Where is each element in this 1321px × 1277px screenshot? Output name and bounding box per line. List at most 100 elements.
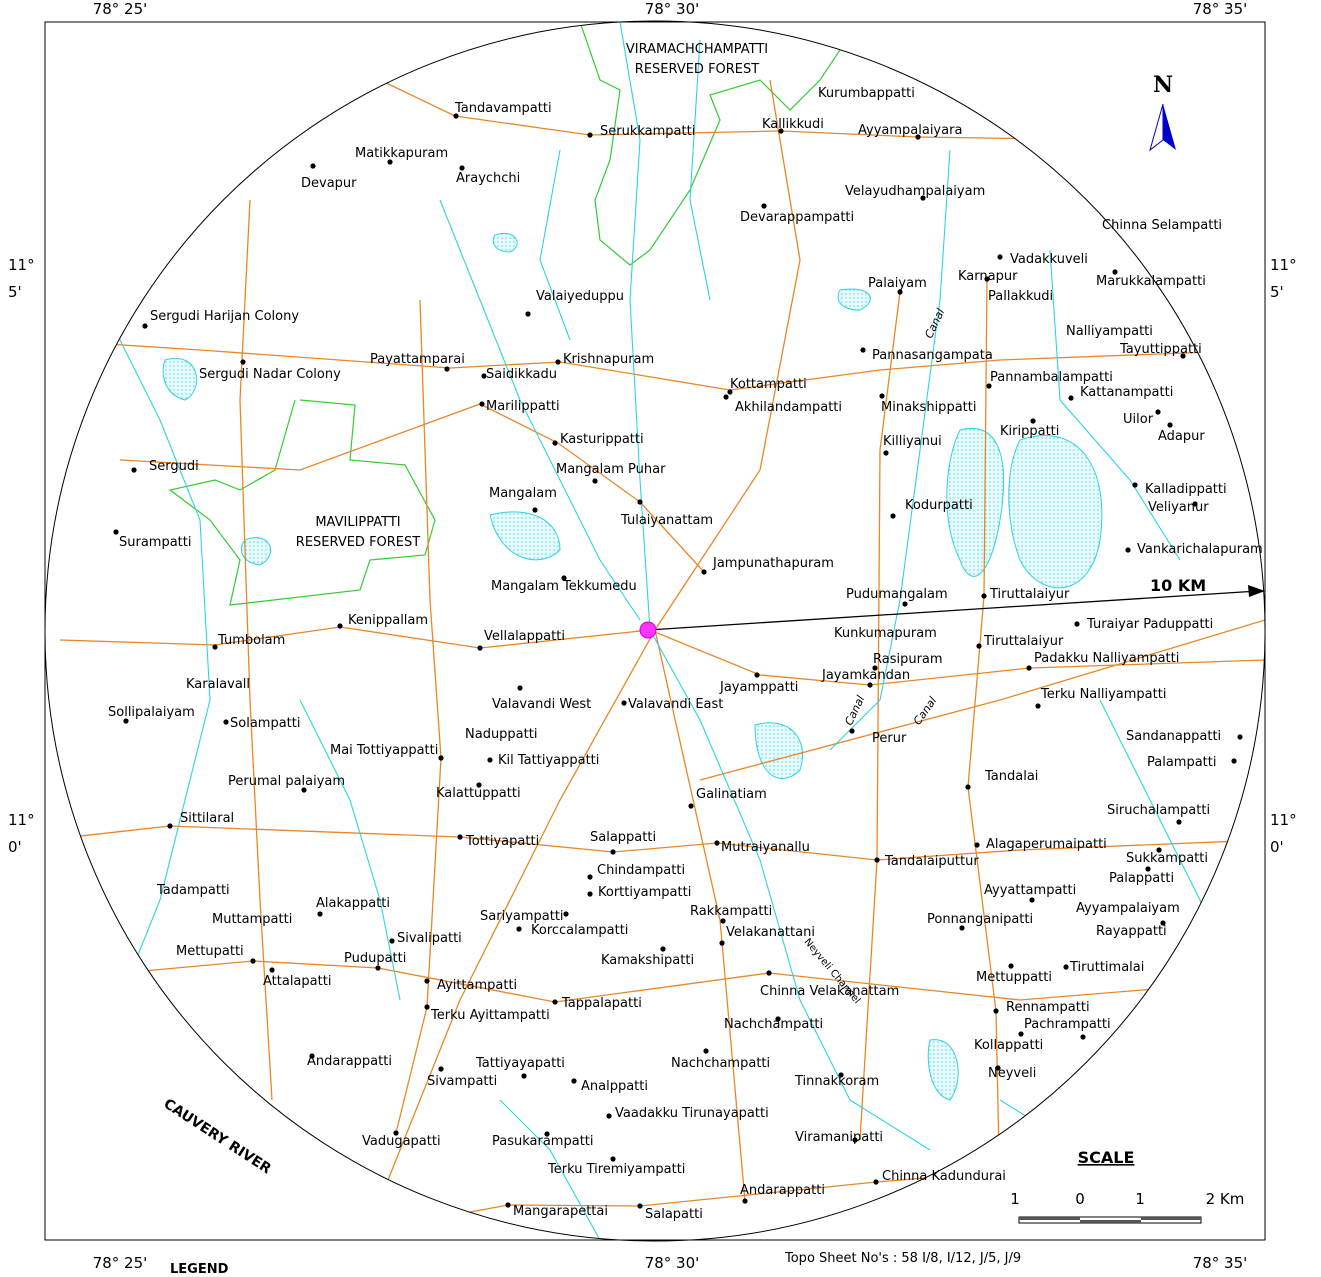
village-label: Rakkampatti bbox=[690, 904, 772, 919]
village-label: Andarappatti bbox=[740, 1183, 825, 1198]
village-dot bbox=[517, 685, 522, 690]
village-label: Pachrampatti bbox=[1024, 1017, 1111, 1032]
village-dot bbox=[1008, 963, 1013, 968]
village-label: Sivalipatti bbox=[397, 931, 462, 946]
village-label: Solampatti bbox=[230, 716, 300, 731]
grid-label: 11° bbox=[8, 256, 35, 274]
village-dot bbox=[1029, 897, 1034, 902]
village-dot bbox=[1237, 734, 1242, 739]
village-dot bbox=[1125, 547, 1130, 552]
village-dot bbox=[879, 393, 884, 398]
north-arrow bbox=[1150, 104, 1163, 150]
village-label: Ayyampalaiyam bbox=[1076, 901, 1180, 916]
village-dot bbox=[444, 366, 449, 371]
village-label: Turaiyar Paduppatti bbox=[1086, 617, 1213, 632]
village-label: Matikkapuram bbox=[355, 146, 448, 161]
village-label: Chinna Kadundurai bbox=[882, 1169, 1006, 1184]
village-label: Rayappatti bbox=[1096, 924, 1167, 939]
village-label: Tappalapatti bbox=[561, 996, 642, 1011]
village-label: Tiruttimalai bbox=[1069, 960, 1144, 975]
village-dot bbox=[477, 645, 482, 650]
village-label: Tinnakkoram bbox=[794, 1074, 879, 1089]
village-label: Kottampatti bbox=[730, 377, 807, 392]
village-dot bbox=[849, 728, 854, 733]
north-label: N bbox=[1153, 72, 1173, 98]
grid-label: 78° 30' bbox=[645, 1254, 700, 1272]
village-dot bbox=[974, 842, 979, 847]
village-label: Perur bbox=[872, 731, 907, 746]
village-label: Pasukarampatti bbox=[492, 1134, 594, 1149]
village-dot bbox=[637, 1203, 642, 1208]
village-label: Mettuppatti bbox=[976, 970, 1052, 985]
river bbox=[100, 1035, 340, 1215]
village-label: Araychchi bbox=[456, 171, 520, 186]
village-dot bbox=[1074, 621, 1079, 626]
village-label: Korttiyampatti bbox=[598, 885, 691, 900]
village-label: Ponnanganipatti bbox=[927, 912, 1033, 927]
village-label: Vadakkuveli bbox=[1010, 252, 1088, 267]
village-label: Tulaiyanattam bbox=[620, 513, 713, 528]
grid-label: 78° 30' bbox=[645, 0, 700, 18]
village-dot bbox=[1030, 418, 1035, 423]
village-label: Krishnapuram bbox=[563, 352, 654, 367]
village-label: Kalladippatti bbox=[1145, 482, 1227, 497]
village-dot bbox=[487, 757, 492, 762]
village-label: Palampatti bbox=[1147, 755, 1217, 770]
village-label: Velayudhampalaiyam bbox=[845, 184, 985, 199]
village-dot bbox=[525, 311, 530, 316]
village-dot bbox=[587, 874, 592, 879]
village-label: Kattanampatti bbox=[1080, 385, 1173, 400]
scale-label: 1 bbox=[1135, 1190, 1145, 1208]
village-label: Kasturippatti bbox=[560, 432, 644, 447]
village-label: Korccalampatti bbox=[531, 923, 628, 938]
grid-label: 78° 35' bbox=[1193, 0, 1248, 18]
grid-label: 0' bbox=[1270, 838, 1284, 856]
village-label: Sergudi bbox=[149, 459, 199, 474]
village-dot bbox=[563, 911, 568, 916]
village-dot bbox=[389, 938, 394, 943]
village-label: Kunkumapuram bbox=[834, 626, 937, 641]
village-label: Marukkalampatti bbox=[1096, 274, 1206, 289]
forest-label: VIRAMACHCHAMPATTI bbox=[626, 42, 768, 57]
scale-label: 0 bbox=[1075, 1190, 1085, 1208]
village-label: Kodurpatti bbox=[905, 498, 973, 513]
village-label: Kenippallam bbox=[348, 613, 428, 628]
village-dot bbox=[688, 803, 693, 808]
village-label: Sollipalaiyam bbox=[108, 705, 195, 720]
village-dot bbox=[223, 719, 228, 724]
village-label: Tandalai bbox=[984, 769, 1038, 784]
grid-label: 11° bbox=[1270, 811, 1297, 829]
village-dot bbox=[269, 967, 274, 972]
village-label: Galinatiam bbox=[696, 787, 767, 802]
village-label: Pudumangalam bbox=[846, 587, 948, 602]
north-arrow bbox=[1163, 104, 1176, 150]
village-label: Jayamkandan bbox=[821, 668, 910, 683]
village-dot bbox=[660, 946, 665, 951]
village-label: Terku Ayittampatti bbox=[430, 1008, 550, 1023]
village-dot bbox=[505, 1202, 510, 1207]
village-label: Muttampatti bbox=[212, 912, 292, 927]
feature-label: CAUVERY RIVER bbox=[161, 1096, 274, 1177]
village-dot bbox=[337, 623, 342, 628]
village-label: Payattamparai bbox=[370, 352, 465, 367]
village-label: Valavandi West bbox=[492, 697, 591, 712]
village-label: Valavandi East bbox=[628, 697, 723, 712]
village-label: Vaadakku Tirunayapatti bbox=[615, 1106, 769, 1121]
village-label: Ayyampalaiyara bbox=[858, 123, 962, 138]
village-label: Padakku Nalliyampatti bbox=[1034, 651, 1179, 666]
village-label: Saidikkadu bbox=[486, 367, 557, 382]
village-label: Kallikkudi bbox=[762, 117, 824, 132]
village-dot bbox=[993, 1008, 998, 1013]
village-label: Killiyanui bbox=[883, 434, 942, 449]
village-dot bbox=[521, 1073, 526, 1078]
legend-title: LEGEND bbox=[170, 1262, 229, 1277]
village-label: Sandanappatti bbox=[1126, 729, 1221, 744]
village-label: Tumbolam bbox=[217, 633, 285, 648]
village-dot bbox=[1155, 409, 1160, 414]
scale-bar bbox=[1019, 1217, 1201, 1223]
village-label: Kamakshipatti bbox=[601, 953, 694, 968]
arrow-head bbox=[1248, 585, 1265, 597]
village-label: Mangarapettai bbox=[513, 1204, 608, 1219]
village-dot bbox=[310, 163, 315, 168]
village-label: Mangalam bbox=[489, 486, 557, 501]
